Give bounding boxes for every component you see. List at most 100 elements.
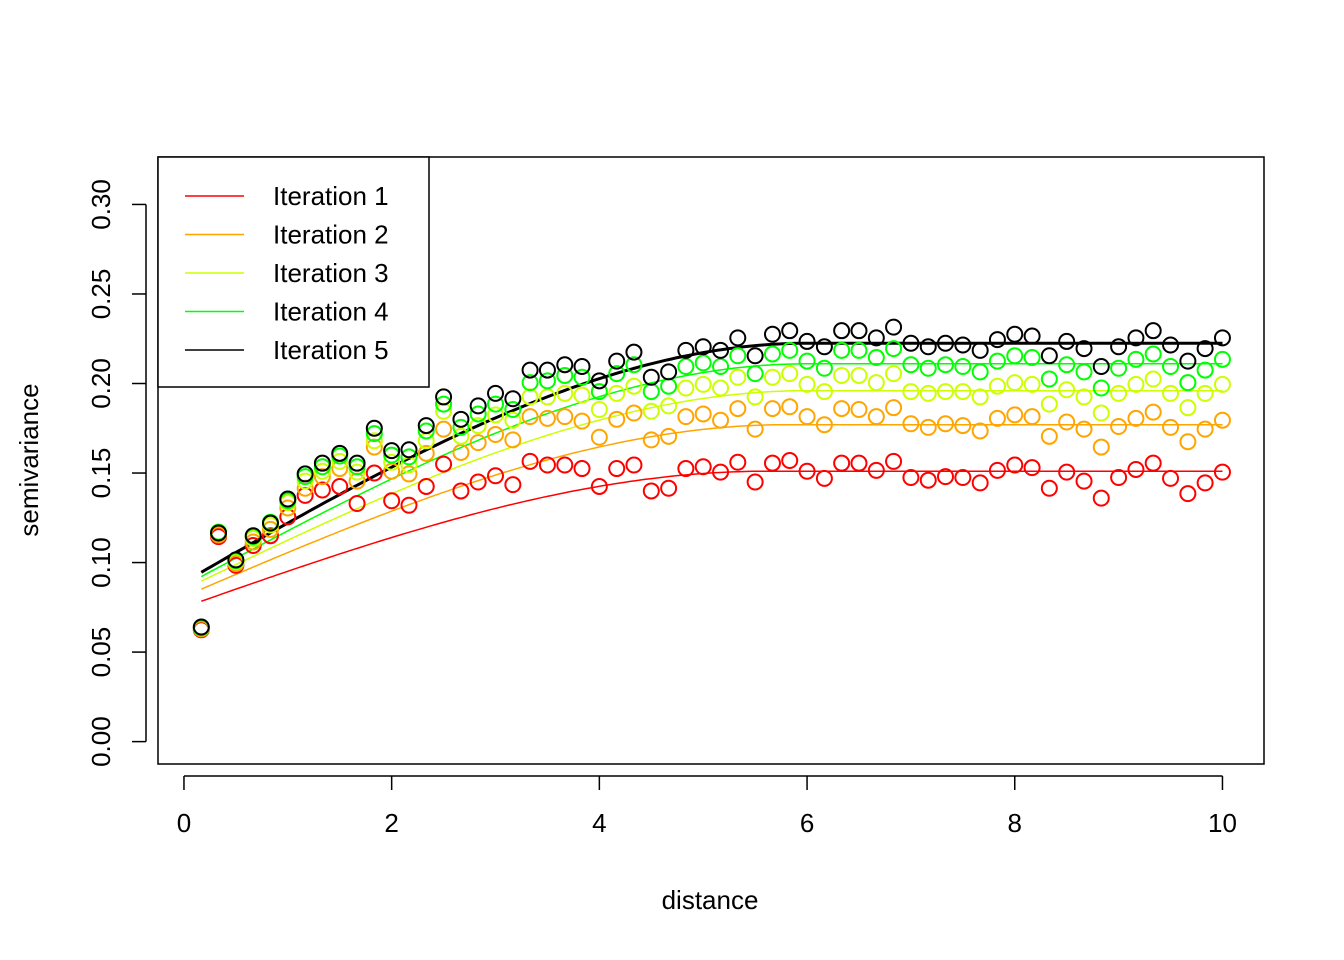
fit-line [201, 470, 1223, 602]
data-point [833, 341, 851, 359]
data-point [867, 461, 885, 479]
data-point [504, 431, 522, 449]
data-point [919, 359, 937, 377]
data-point [781, 452, 799, 469]
data-point [954, 357, 972, 375]
data-point [556, 356, 574, 374]
data-point [538, 372, 556, 390]
data-point [677, 379, 695, 397]
data-point [902, 415, 920, 433]
data-point [1058, 413, 1076, 431]
data-point [850, 454, 868, 472]
data-point [763, 454, 781, 472]
data-point [677, 357, 695, 375]
data-point [1023, 459, 1041, 477]
data-point [1075, 340, 1093, 358]
data-point [417, 422, 435, 440]
data-point [487, 395, 505, 413]
data-point [850, 400, 868, 418]
data-point [365, 438, 383, 456]
data-point [1179, 374, 1197, 392]
data-point [1023, 349, 1041, 367]
data-point [538, 361, 556, 379]
data-point [954, 383, 972, 401]
data-point [1092, 379, 1110, 397]
data-point [227, 551, 245, 569]
legend-label: Iteration 2 [273, 220, 389, 250]
data-point [383, 492, 401, 510]
legend-label: Iteration 3 [273, 258, 389, 288]
data-point [885, 452, 903, 470]
data-point [400, 441, 418, 459]
data-point [1040, 370, 1058, 388]
data-point [660, 427, 678, 445]
data-point [746, 473, 764, 491]
data-point [988, 352, 1006, 370]
data-point [1006, 325, 1024, 343]
data-point [694, 354, 712, 372]
data-point [867, 349, 885, 367]
data-point [642, 383, 660, 401]
data-point [538, 409, 556, 427]
data-point [850, 322, 868, 340]
data-point [417, 444, 435, 462]
data-point [1144, 403, 1162, 421]
data-point [1213, 375, 1231, 393]
data-point [504, 411, 522, 429]
data-point [1179, 352, 1197, 370]
data-point [296, 465, 314, 483]
data-point [729, 453, 747, 471]
data-point [729, 368, 747, 386]
data-point [1110, 469, 1128, 487]
data-point [867, 329, 885, 347]
data-point [469, 417, 487, 435]
data-point [815, 469, 833, 487]
data-point [642, 368, 660, 386]
data-point [521, 408, 539, 426]
data-point [746, 347, 764, 365]
data-point [902, 469, 920, 487]
data-point [348, 494, 366, 512]
data-point [452, 410, 470, 428]
data-point [1092, 404, 1110, 422]
data-point [781, 365, 799, 383]
data-point [815, 383, 833, 401]
data-point [902, 383, 920, 401]
data-point [1179, 433, 1197, 451]
data-point [746, 420, 764, 438]
data-point [1162, 357, 1180, 375]
data-point [625, 356, 643, 374]
data-point [763, 400, 781, 418]
data-point [608, 460, 626, 478]
data-point [452, 427, 470, 445]
data-point [244, 527, 262, 545]
data-point [971, 363, 989, 381]
data-point [538, 456, 556, 474]
x-tick-label: 8 [1008, 808, 1022, 838]
data-point [435, 455, 453, 473]
data-point [1006, 456, 1024, 474]
data-point [815, 359, 833, 377]
data-point [1196, 361, 1214, 379]
data-point [660, 377, 678, 395]
data-point [833, 366, 851, 384]
data-point [885, 318, 903, 336]
data-point [971, 474, 989, 492]
y-tick-label: 0.25 [86, 269, 116, 320]
data-point [642, 402, 660, 420]
data-point [729, 347, 747, 365]
data-point [1213, 463, 1231, 481]
data-point [781, 398, 799, 416]
data-point [712, 463, 730, 481]
data-point [936, 415, 954, 433]
data-point [435, 420, 453, 438]
legend-label: Iteration 5 [273, 335, 389, 365]
fit-lines [200, 341, 1223, 602]
data-point [1006, 406, 1024, 424]
data-point [1144, 345, 1162, 363]
data-point [1196, 340, 1214, 358]
data-point [1127, 350, 1145, 368]
data-point [365, 419, 383, 437]
data-point [919, 471, 937, 489]
